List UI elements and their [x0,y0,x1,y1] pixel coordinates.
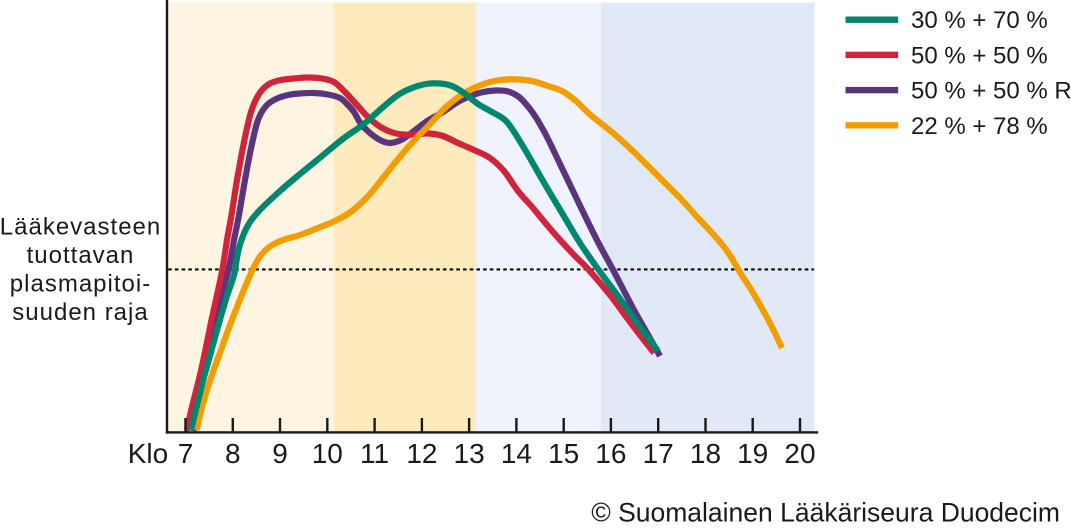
svg-text:14: 14 [501,438,532,469]
svg-text:8: 8 [225,438,241,469]
svg-text:15: 15 [548,438,579,469]
svg-text:16: 16 [595,438,626,469]
svg-text:20: 20 [784,438,815,469]
svg-text:17: 17 [643,438,674,469]
svg-text:50 % + 50 % R: 50 % + 50 % R [911,78,1071,105]
svg-text:suuden raja: suuden raja [12,299,148,326]
svg-text:7: 7 [178,438,194,469]
svg-text:Klo: Klo [128,438,168,469]
svg-text:18: 18 [690,438,721,469]
svg-text:13: 13 [454,438,485,469]
svg-text:22 % + 78 %: 22 % + 78 % [911,113,1048,140]
svg-text:10: 10 [312,438,343,469]
svg-text:50 % + 50 %: 50 % + 50 % [911,42,1048,69]
svg-text:12: 12 [406,438,437,469]
svg-text:plasmapitoi-: plasmapitoi- [10,271,151,298]
svg-text:© Suomalainen Lääkäriseura Duo: © Suomalainen Lääkäriseura Duodecim [591,498,1060,528]
svg-text:tuottavan: tuottavan [27,242,135,269]
svg-text:Lääkevasteen: Lääkevasteen [0,214,161,241]
svg-text:19: 19 [737,438,768,469]
svg-text:11: 11 [360,438,389,469]
svg-text:9: 9 [272,438,288,469]
svg-text:30 % + 70 %: 30 % + 70 % [911,7,1048,34]
